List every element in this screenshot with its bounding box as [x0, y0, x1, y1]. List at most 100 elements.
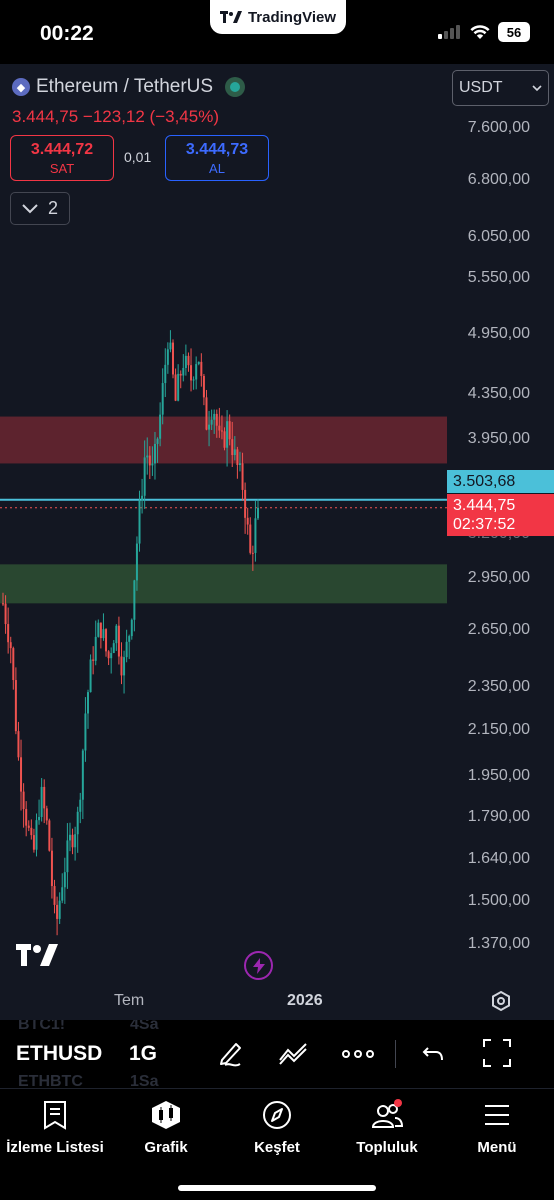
- candle-body: [123, 657, 126, 676]
- ghost-interval: 1Sa: [130, 1073, 159, 1088]
- candle-body: [195, 364, 198, 380]
- candle-body: [14, 680, 17, 732]
- lightning-button[interactable]: [244, 951, 273, 980]
- nav-menu[interactable]: Menü: [442, 1099, 552, 1156]
- resistance-zone: [0, 416, 447, 464]
- price-axis-label: 1.370,00: [467, 935, 530, 952]
- price-axis-label: 6.050,00: [467, 228, 530, 245]
- indicator-count: 2: [47, 198, 58, 218]
- candle-body: [249, 524, 252, 553]
- tradingview-banner[interactable]: TradingView: [210, 0, 346, 34]
- candle-body: [215, 413, 218, 426]
- nav-watchlist[interactable]: İzleme Listesi: [0, 1099, 110, 1156]
- candle-body: [197, 361, 200, 365]
- time-axis-label: 2026: [287, 992, 323, 1009]
- nav-chart[interactable]: Grafik: [111, 1099, 221, 1156]
- price-axis-label: 2.950,00: [467, 569, 530, 586]
- price-axis-label: 1.790,00: [467, 808, 530, 825]
- candle-body: [43, 786, 46, 809]
- candle-body: [12, 648, 15, 681]
- buy-button[interactable]: 3.444,73 AL: [165, 135, 269, 181]
- undo-button[interactable]: [422, 1038, 446, 1073]
- interval-button[interactable]: 1G: [129, 1042, 158, 1065]
- candle-body: [213, 413, 216, 420]
- candle-body: [159, 414, 162, 439]
- market-open-icon: [225, 77, 246, 97]
- symbol-search-button[interactable]: ETHUSD: [16, 1042, 103, 1065]
- candle-body: [130, 619, 133, 637]
- battery-indicator: 56: [498, 22, 530, 42]
- community-icon: [371, 1099, 404, 1128]
- nav-community[interactable]: Topluluk: [332, 1099, 442, 1156]
- candle-body: [184, 355, 187, 369]
- candle-body: [92, 659, 95, 661]
- sell-price: 3.444,72: [30, 140, 94, 158]
- candle-body: [146, 455, 149, 458]
- status-icons: 56: [438, 22, 530, 42]
- candle-body: [172, 342, 174, 375]
- price-chart[interactable]: [0, 64, 554, 1020]
- candle-body: [35, 820, 38, 850]
- indicators-collapse-button[interactable]: 2: [10, 192, 70, 225]
- candle-body: [133, 580, 136, 620]
- candle-body: [48, 820, 51, 851]
- symbol-name[interactable]: Ethereum / TetherUS: [36, 76, 214, 97]
- bottom-navigation: İzleme Listesi Grafik Keşfet: [0, 1088, 554, 1200]
- sell-button[interactable]: 3.444,72 SAT: [10, 135, 114, 181]
- symbol-header[interactable]: ◆ Ethereum / TetherUS: [12, 76, 246, 98]
- time-axis-label: Tem: [114, 992, 145, 1009]
- candle-body: [177, 373, 180, 401]
- candle-body: [226, 421, 229, 448]
- pen-icon: [220, 1043, 241, 1067]
- candle-body: [112, 643, 115, 654]
- more-dots-icon: [342, 1050, 374, 1058]
- candle-body: [202, 375, 205, 398]
- candle-body: [231, 439, 234, 456]
- tradingview-watermark-icon: [16, 944, 58, 971]
- chart-settings-button[interactable]: [490, 990, 512, 1017]
- price-axis-label: 1.640,00: [467, 850, 530, 867]
- candle-body: [190, 365, 193, 381]
- currency-select[interactable]: USDT: [452, 70, 549, 106]
- candle-body: [233, 449, 236, 456]
- candle-body: [238, 463, 241, 466]
- candle-body: [7, 624, 10, 643]
- nav-explore[interactable]: Keşfet: [222, 1099, 332, 1156]
- candle-body: [2, 603, 4, 605]
- candle-body: [223, 431, 226, 448]
- candle-body: [179, 373, 182, 376]
- candle-body: [128, 636, 131, 642]
- undo-icon: [422, 1047, 443, 1061]
- candle-body: [125, 641, 128, 658]
- more-button[interactable]: [342, 1046, 374, 1064]
- candle-body: [102, 629, 105, 639]
- compass-icon: [263, 1101, 291, 1129]
- buy-label: AL: [209, 160, 225, 176]
- candle-body: [20, 757, 23, 792]
- ghost-symbol: BTC1!: [18, 1020, 66, 1033]
- candle-body: [153, 443, 156, 464]
- ghost-symbol: ETHBTC: [18, 1073, 83, 1088]
- fullscreen-button[interactable]: [482, 1038, 512, 1073]
- price-axis-label: 2.150,00: [467, 721, 530, 738]
- candle-body: [17, 731, 20, 758]
- candle-body: [74, 834, 77, 848]
- candle-body: [117, 625, 120, 657]
- candle-body: [174, 374, 177, 401]
- price-axis-label: 3.950,00: [467, 430, 530, 447]
- last-price-change: 3.444,75 −123,12 (−3,45%): [12, 107, 219, 126]
- lightning-icon: [252, 957, 265, 974]
- candle-body: [182, 368, 185, 376]
- price-axis-label: 4.950,00: [467, 325, 530, 342]
- home-indicator[interactable]: [178, 1185, 376, 1191]
- candle-body: [58, 900, 61, 919]
- drawing-tool-button[interactable]: [216, 1038, 246, 1073]
- candle-body: [30, 827, 33, 836]
- candle-body: [105, 629, 108, 652]
- indicators-button[interactable]: [278, 1038, 310, 1073]
- candle-body: [115, 625, 118, 644]
- chart-area[interactable]: ◆ Ethereum / TetherUS 3.444,75 −123,12 (…: [0, 64, 554, 1020]
- candle-body: [169, 342, 172, 350]
- candle-body: [68, 834, 71, 841]
- current-price-value: 3.444,75: [453, 497, 516, 514]
